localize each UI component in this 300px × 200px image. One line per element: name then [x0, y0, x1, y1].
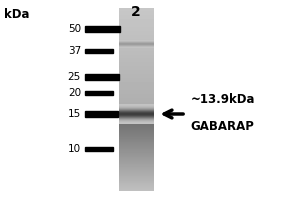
Text: 25: 25	[68, 72, 81, 82]
Text: kDa: kDa	[4, 8, 29, 21]
Bar	[85, 49, 112, 53]
Text: 20: 20	[68, 88, 81, 98]
Bar	[85, 26, 120, 32]
Text: GABARAP: GABARAP	[190, 120, 254, 133]
Text: 10: 10	[68, 144, 81, 154]
Text: 37: 37	[68, 46, 81, 56]
Text: 15: 15	[68, 109, 81, 119]
Text: 2: 2	[131, 5, 141, 19]
Text: ~13.9kDa: ~13.9kDa	[190, 93, 255, 106]
Bar	[85, 147, 112, 151]
Bar	[85, 74, 118, 80]
Bar	[85, 111, 118, 117]
Text: 50: 50	[68, 24, 81, 34]
Bar	[85, 91, 112, 95]
